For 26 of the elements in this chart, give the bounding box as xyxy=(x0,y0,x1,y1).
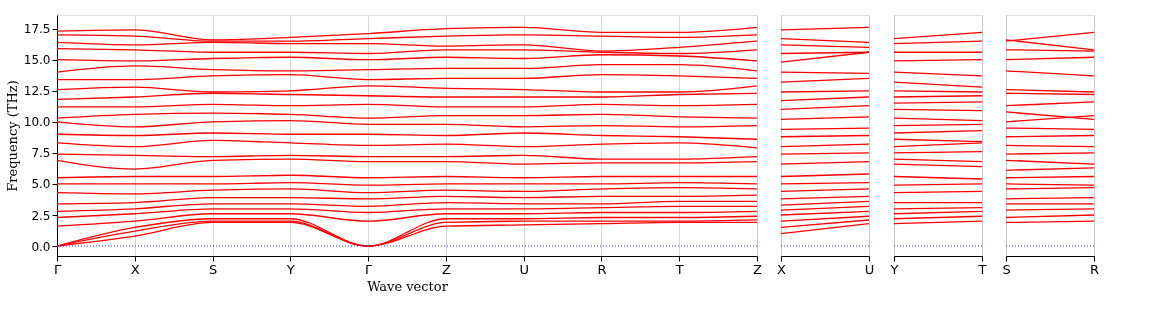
y-tick-label: 2.5 xyxy=(31,208,51,223)
x-tick-label: R xyxy=(597,261,607,277)
y-tick-label: 7.5 xyxy=(31,146,51,161)
y-tick-label: 5.0 xyxy=(31,177,51,192)
x-tick-label: X xyxy=(130,261,140,277)
y-tick-label: 17.5 xyxy=(23,22,51,37)
y-tick-label: 12.5 xyxy=(23,84,51,99)
x-tick-label: U xyxy=(519,261,529,277)
x-tick-label: Y xyxy=(889,261,899,277)
x-tick-label: Γ xyxy=(364,261,373,277)
y-tick-label: 10.0 xyxy=(23,115,51,130)
x-tick-label: S xyxy=(1002,261,1011,277)
x-tick-label: Z xyxy=(753,261,763,277)
y-tick-label: 15.0 xyxy=(23,53,51,68)
y-axis-title: Frequency (THz) xyxy=(4,80,20,192)
x-tick-label: U xyxy=(864,261,875,277)
y-tick-label: 0.0 xyxy=(31,239,51,254)
x-tick-label: Z xyxy=(441,261,451,277)
x-tick-label: X xyxy=(777,261,787,277)
x-tick-label: S xyxy=(208,261,218,277)
x-tick-label: T xyxy=(977,261,987,277)
x-tick-label: R xyxy=(1089,261,1100,277)
x-tick-label: Γ xyxy=(53,261,62,277)
x-axis-title: Wave vector xyxy=(367,278,449,294)
x-tick-label: T xyxy=(674,261,684,277)
x-tick-label: Y xyxy=(285,261,295,277)
